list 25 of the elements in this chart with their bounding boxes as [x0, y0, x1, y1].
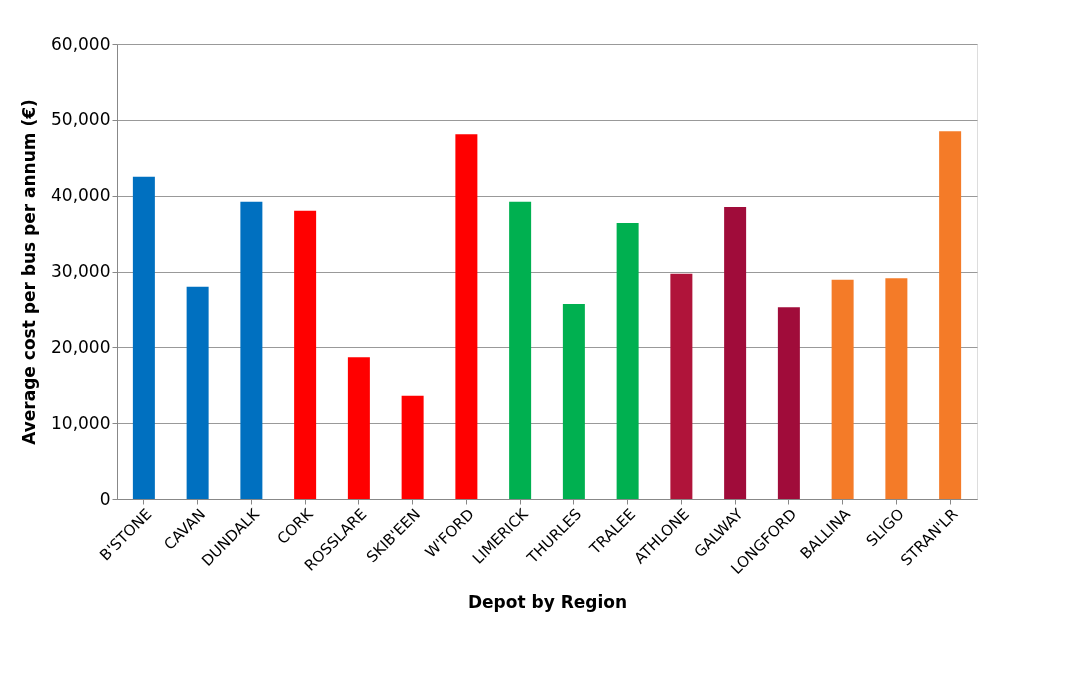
bar	[831, 279, 854, 499]
bar	[240, 201, 263, 499]
bar	[455, 134, 478, 499]
x-axis-title: Depot by Region	[467, 592, 628, 613]
bar	[562, 304, 585, 499]
bar	[939, 131, 962, 499]
bar	[777, 307, 800, 499]
bar	[132, 176, 155, 499]
y-tick-label: 10,000	[51, 412, 111, 433]
bar	[670, 273, 693, 499]
bar	[347, 357, 370, 499]
bar	[885, 278, 908, 499]
bar	[294, 210, 317, 499]
bar	[186, 286, 209, 499]
bar	[724, 207, 747, 499]
y-tick-label: 60,000	[51, 33, 111, 54]
y-axis-title: Average cost per bus per annum (€)	[19, 99, 40, 445]
y-tick-label: 50,000	[51, 109, 111, 130]
bar	[401, 395, 424, 499]
bar	[509, 201, 532, 499]
y-tick-label: 0	[99, 488, 111, 509]
y-tick-label: 30,000	[51, 261, 111, 281]
bar	[616, 222, 639, 499]
y-tick-label: 20,000	[51, 336, 111, 357]
y-tick-label: 40,000	[51, 185, 111, 206]
